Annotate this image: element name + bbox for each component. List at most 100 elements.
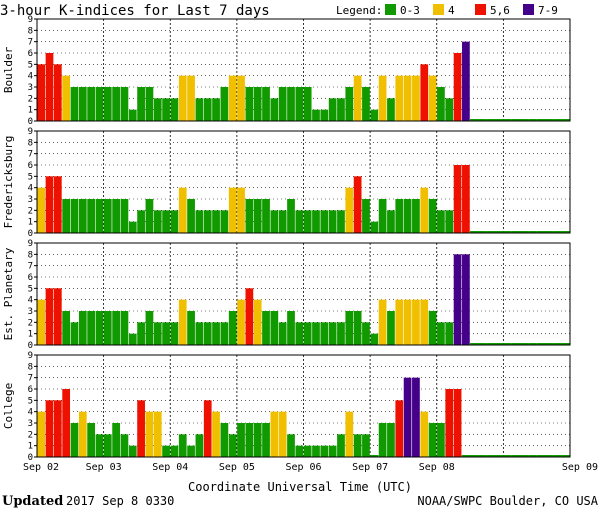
k-index-bar (45, 53, 54, 121)
k-index-bar (220, 322, 229, 345)
k-index-bar (312, 445, 320, 457)
y-tick-label: 1 (28, 106, 33, 116)
updated-label: Updated (2, 494, 63, 509)
k-index-bar (553, 455, 562, 457)
k-index-bar (95, 199, 104, 233)
k-index-bar (520, 231, 529, 233)
k-index-bar (87, 423, 95, 457)
k-index-bar (237, 299, 245, 345)
y-tick-label: 4 (28, 296, 33, 306)
k-index-bar (137, 322, 145, 345)
legend-label: Legend: (336, 4, 382, 17)
k-index-bar (62, 311, 71, 345)
k-index-bar (162, 322, 170, 345)
k-index-bar (237, 423, 245, 457)
k-index-bar (320, 109, 329, 121)
k-index-bar (112, 423, 120, 457)
k-index-bar (403, 377, 412, 457)
k-index-bar (437, 423, 445, 457)
k-index-bar (437, 87, 445, 121)
y-tick-label: 0 (28, 341, 33, 351)
y-tick-label: 8 (28, 26, 33, 36)
y-tick-label: 5 (28, 396, 33, 406)
x-tick-label: Sep 07 (352, 462, 388, 473)
x-tick-label: Sep 03 (86, 462, 122, 473)
y-tick-label: 2 (28, 94, 33, 104)
legend-swatch (475, 4, 486, 15)
k-index-bar (303, 210, 312, 233)
k-index-bar (395, 75, 404, 121)
k-index-bar (345, 311, 354, 345)
k-index-bar (62, 199, 71, 233)
k-index-bar (528, 119, 537, 121)
k-index-bar (412, 377, 420, 457)
x-tick-label: Sep 04 (152, 462, 188, 473)
k-index-bar (345, 87, 354, 121)
k-index-bar (53, 176, 62, 233)
k-index-bar (553, 119, 562, 121)
k-index-bar (428, 311, 437, 345)
k-index-bar (445, 322, 454, 345)
k-index-bar (178, 187, 187, 233)
k-index-bar (112, 199, 120, 233)
k-index-bar (95, 434, 104, 457)
y-tick-label: 7 (28, 150, 33, 160)
k-index-bar (87, 199, 95, 233)
k-index-bar (237, 75, 245, 121)
k-index-bar (178, 75, 187, 121)
k-index-bar (278, 87, 287, 121)
chart-title: 3-hour K-indices for Last 7 days (0, 3, 270, 19)
k-index-bar (478, 231, 487, 233)
k-index-bar (278, 411, 287, 457)
k-index-bar (403, 199, 412, 233)
y-tick-label: 1 (28, 330, 33, 340)
k-index-bar (170, 98, 179, 121)
k-index-bar (153, 98, 162, 121)
k-index-bar (395, 299, 404, 345)
k-index-bar (45, 288, 54, 345)
k-index-bar (345, 187, 354, 233)
k-index-bar (461, 455, 471, 457)
k-index-bar (128, 445, 137, 457)
k-index-bar (37, 187, 46, 233)
k-index-bar (145, 87, 154, 121)
k-index-bar (420, 64, 429, 121)
k-index-bar (478, 455, 487, 457)
k-index-bar (412, 299, 420, 345)
k-index-bar (378, 75, 387, 121)
k-index-bar (162, 210, 170, 233)
k-index-bar (420, 187, 429, 233)
y-tick-label: 7 (28, 38, 33, 48)
k-index-bar (503, 119, 512, 121)
k-index-bar (228, 311, 237, 345)
k-index-bar (178, 434, 187, 457)
y-tick-label: 3 (28, 195, 33, 205)
k-index-bar (270, 311, 279, 345)
k-index-bar (353, 434, 362, 457)
k-index-bar (220, 423, 229, 457)
k-index-bar (62, 75, 71, 121)
k-index-bar (145, 199, 154, 233)
k-index-bar (362, 199, 370, 233)
k-index-bar (37, 64, 46, 121)
y-tick-label: 4 (28, 408, 33, 418)
k-index-bar (520, 119, 529, 121)
k-index-bar (462, 41, 470, 121)
k-index-bar (170, 445, 179, 457)
k-index-bar (128, 109, 137, 121)
k-index-bar (53, 400, 62, 457)
k-index-bar (203, 322, 212, 345)
k-index-bar (62, 389, 71, 457)
k-index-bar (120, 434, 129, 457)
k-index-bar (462, 254, 470, 345)
k-index-bar (511, 455, 521, 457)
k-index-bar (95, 311, 104, 345)
x-tick-label: Sep 05 (219, 462, 255, 473)
k-index-bar (78, 311, 87, 345)
k-index-bar (337, 322, 345, 345)
y-tick-label: 6 (28, 49, 33, 59)
k-index-bar (187, 199, 195, 233)
k-index-bar (520, 343, 529, 345)
k-index-bar (528, 455, 537, 457)
k-index-bar (70, 423, 79, 457)
